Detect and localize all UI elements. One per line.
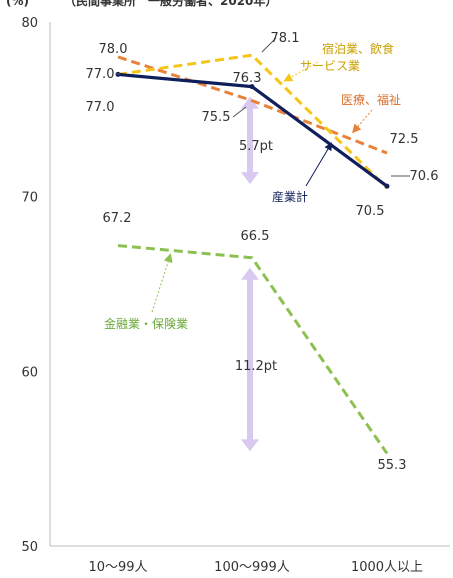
difference-label: 11.2pt (235, 359, 277, 374)
value-label-leader (261, 37, 277, 53)
series-lines (115, 53, 390, 455)
difference-label: 5.7pt (239, 139, 273, 154)
value-label: 67.2 (103, 211, 132, 226)
x-tick-label: 1000人以上 (351, 560, 423, 575)
series-point (384, 183, 390, 189)
difference-arrow-head-down (241, 439, 259, 452)
value-label: 76.3 (233, 71, 262, 86)
callout-finance-pointer (151, 253, 173, 313)
value-label: 55.3 (378, 458, 407, 473)
unit-label: (%) (6, 0, 29, 8)
difference-arrow-shaft (247, 277, 253, 442)
series-line (117, 55, 388, 155)
x-tick-labels: 10～99人 100～999人 1000人以上 (88, 560, 423, 575)
y-tick-label: 50 (21, 540, 38, 555)
y-tick-label: 60 (21, 365, 38, 380)
y-tick-label: 70 (21, 191, 38, 206)
callout-hospitality-line1: 宿泊業、飲食サービス業 (300, 41, 394, 73)
series-line (117, 244, 389, 455)
value-label: 77.0 (86, 100, 115, 115)
value-labels: 77.0 77.0 78.0 76.3 78.1 75.5 72.5 70.6 70.5 67.2… (86, 31, 439, 473)
value-label-leader (232, 106, 247, 118)
y-tick-labels: 50 60 70 80 (21, 16, 38, 555)
value-label: 75.5 (202, 110, 231, 125)
callout-medical-label: 医療、福祉 (341, 92, 401, 107)
value-label: 72.5 (390, 132, 419, 147)
difference-annotations: 5.7pt 11.2pt (235, 96, 277, 452)
value-label: 78.0 (99, 42, 128, 57)
x-tick-label: 10～99人 (88, 560, 147, 575)
value-label: 70.5 (356, 204, 385, 219)
y-tick-label: 80 (21, 16, 38, 31)
value-label: 66.5 (241, 229, 270, 244)
value-label: 70.6 (410, 169, 439, 184)
series-callouts: 宿泊業、飲食サービス業 医療、福祉 産業計 金融業・保険業 (104, 41, 401, 331)
callout-medical-pointer (352, 109, 373, 134)
value-label: 78.1 (271, 31, 300, 46)
value-label: 77.0 (86, 67, 115, 82)
x-tick-label: 100～999人 (214, 560, 290, 575)
callout-all-industries-pointer (305, 142, 333, 187)
difference-arrow-shaft (247, 106, 253, 175)
difference-arrow-head-up (241, 96, 259, 109)
difference-arrow-head-up (241, 267, 259, 280)
chart-subtitle: （民間事業所 一般労働者、2020年） (64, 0, 277, 8)
series-point (249, 84, 255, 90)
callout-all-industries-label: 産業計 (272, 189, 308, 204)
difference-arrow-head-down (241, 172, 259, 185)
series-line (117, 53, 389, 190)
callout-finance-label: 金融業・保険業 (104, 316, 188, 331)
